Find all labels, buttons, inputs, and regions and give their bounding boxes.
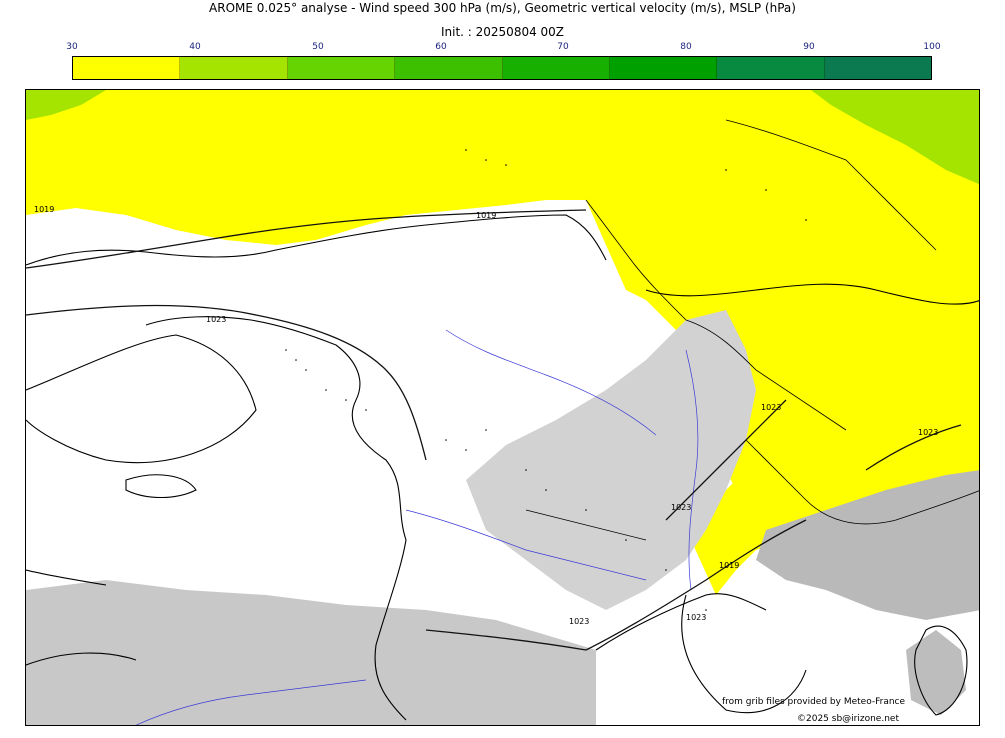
jet-region-east — [691, 345, 979, 595]
chart-title: AROME 0.025° analyse - Wind speed 300 hP… — [209, 1, 796, 15]
colorbar-tick-50: 50 — [312, 42, 324, 52]
colorbar-tick-80: 80 — [680, 42, 692, 52]
isobar-label: 1023 — [918, 428, 938, 437]
vv-zone-alps — [756, 470, 979, 620]
data-source-credit: from grib files provided by Meteo-France — [722, 697, 906, 707]
isobar-label: 1019 — [34, 205, 54, 214]
colorbar-tick-100: 100 — [923, 42, 941, 52]
vv-zone-corsica — [906, 630, 966, 715]
isobar-label: 1019 — [719, 561, 739, 570]
colorbar-segment — [824, 57, 931, 79]
jet-core-ne — [811, 90, 979, 185]
hatch-dots — [285, 149, 807, 611]
map-canvas: 1019 1019 1023 1023 1023 1023 1019 1023 … — [26, 90, 979, 725]
colorbar-segment — [717, 57, 825, 79]
copyright: ©2025 sb@irizone.net — [797, 714, 899, 724]
colorbar-tick-30: 30 — [66, 42, 78, 52]
colorbar-segment — [609, 57, 718, 79]
isobar-label: 1023 — [206, 315, 226, 324]
colorbar-segment — [395, 57, 503, 79]
isobar-label: 1023 — [761, 403, 781, 412]
isobar-label: 1023 — [686, 613, 706, 622]
isobar-label: 1023 — [569, 617, 589, 626]
colorbar-tick-70: 70 — [557, 42, 569, 52]
vv-zone-south — [26, 580, 596, 725]
wind-speed-colorbar — [72, 56, 932, 80]
jet-core-nw — [26, 90, 106, 120]
weather-map: 1019 1019 1023 1023 1023 1023 1019 1023 … — [25, 89, 980, 726]
colorbar-segment — [73, 57, 181, 79]
colorbar-tick-40: 40 — [189, 42, 201, 52]
vv-zone-central — [466, 310, 756, 610]
borders — [525, 119, 979, 541]
isobar-labels: 1019 1019 1023 1023 1023 1023 1019 1023 … — [34, 205, 938, 626]
coastlines — [26, 214, 979, 721]
colorbar-segment — [287, 57, 396, 79]
colorbar-tick-90: 90 — [803, 42, 815, 52]
colorbar-segment — [502, 57, 610, 79]
isobar-label: 1023 — [671, 503, 691, 512]
init-time: Init. : 20250804 00Z — [440, 25, 565, 39]
isobars — [26, 209, 962, 651]
colorbar-segment — [180, 57, 288, 79]
colorbar-tick-60: 60 — [435, 42, 447, 52]
isobar-label: 1019 — [476, 211, 496, 220]
rivers — [135, 329, 699, 725]
